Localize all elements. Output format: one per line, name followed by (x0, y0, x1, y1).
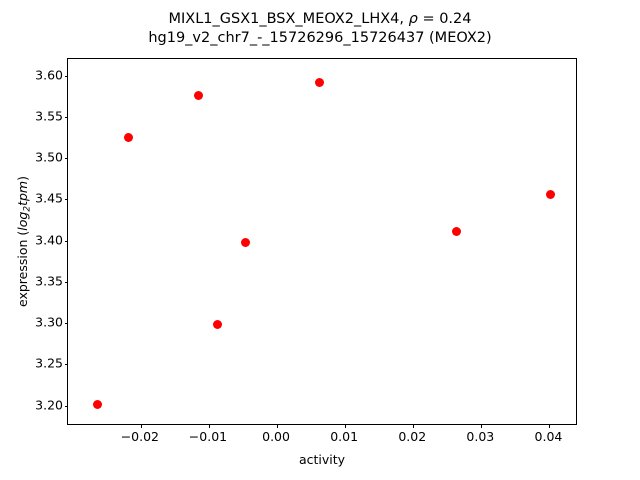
chart-title-motif: MIXL1_GSX1_BSX_MEOX2_LHX4, (168, 11, 409, 27)
y-axis-tick (64, 116, 68, 118)
scatter-point (315, 77, 325, 87)
y-axis-tick-label: 3.20 (35, 397, 63, 413)
x-axis-tick-label: 0.04 (534, 429, 563, 444)
x-axis-tick-label: 0.01 (330, 429, 359, 444)
scatter-point (93, 399, 103, 409)
y-axis-tick (64, 323, 68, 325)
y-axis-tick (64, 240, 68, 242)
scatter-point (241, 237, 251, 247)
y-axis-tick-label: 3.40 (35, 232, 63, 248)
y-axis-tick-label: 3.45 (35, 190, 63, 206)
chart-title-line-1: MIXL1_GSX1_BSX_MEOX2_LHX4, ρ = 0.24 (0, 10, 640, 29)
x-axis-tick-label: 0.02 (398, 429, 427, 444)
y-axis-label-tpm: tpm (15, 180, 30, 206)
x-axis-tick-label: 0.03 (466, 429, 495, 444)
y-axis-tick (64, 158, 68, 160)
scatter-point (124, 132, 134, 142)
y-axis-tick-label: 3.60 (35, 67, 63, 83)
x-axis-tick (413, 424, 415, 428)
x-axis-tick (345, 424, 347, 428)
plot-axes-frame (64, 58, 577, 428)
y-axis-label: expression (log2tpm) (14, 58, 33, 425)
x-axis-tick (277, 424, 279, 428)
y-axis-tick (64, 405, 68, 407)
x-axis-tick-label: 0.00 (262, 429, 290, 444)
x-axis-tick (481, 424, 483, 428)
y-axis-tick-label: 3.30 (35, 314, 63, 330)
y-axis-tick (64, 199, 68, 201)
x-axis-tick-label: −0.02 (120, 429, 160, 444)
scatter-points-layer (68, 59, 576, 424)
scatter-point (213, 320, 223, 330)
y-axis-label-prefix: expression ( (15, 230, 30, 307)
y-axis-tick-label: 3.25 (35, 355, 63, 371)
y-axis-tick (64, 364, 68, 366)
y-axis-tick-label: 3.55 (35, 108, 63, 124)
y-axis-label-base: 2 (22, 205, 33, 212)
y-axis-tick-label: 3.50 (35, 149, 63, 165)
y-axis-tick (64, 75, 68, 77)
scatter-point (194, 90, 204, 100)
rho-value: = 0.24 (417, 11, 472, 27)
x-axis-tick (208, 424, 210, 428)
rho-symbol: ρ (408, 11, 418, 27)
y-axis-tick (64, 281, 68, 283)
y-axis-label-log: log (15, 211, 30, 231)
chart-title-line-2: hg19_v2_chr7_-_15726296_15726437 (MEOX2) (148, 30, 492, 46)
x-axis-tick (549, 424, 551, 428)
y-axis-label-suffix: ) (15, 176, 30, 181)
scatter-point (546, 189, 556, 199)
x-axis-tick-label: −0.01 (188, 429, 228, 444)
x-axis-label: activity (298, 452, 346, 467)
chart-title: MIXL1_GSX1_BSX_MEOX2_LHX4, ρ = 0.24 hg19… (0, 10, 640, 48)
scatter-point (451, 227, 461, 237)
x-axis-tick (140, 424, 142, 428)
y-axis-tick-label: 3.35 (35, 273, 63, 289)
